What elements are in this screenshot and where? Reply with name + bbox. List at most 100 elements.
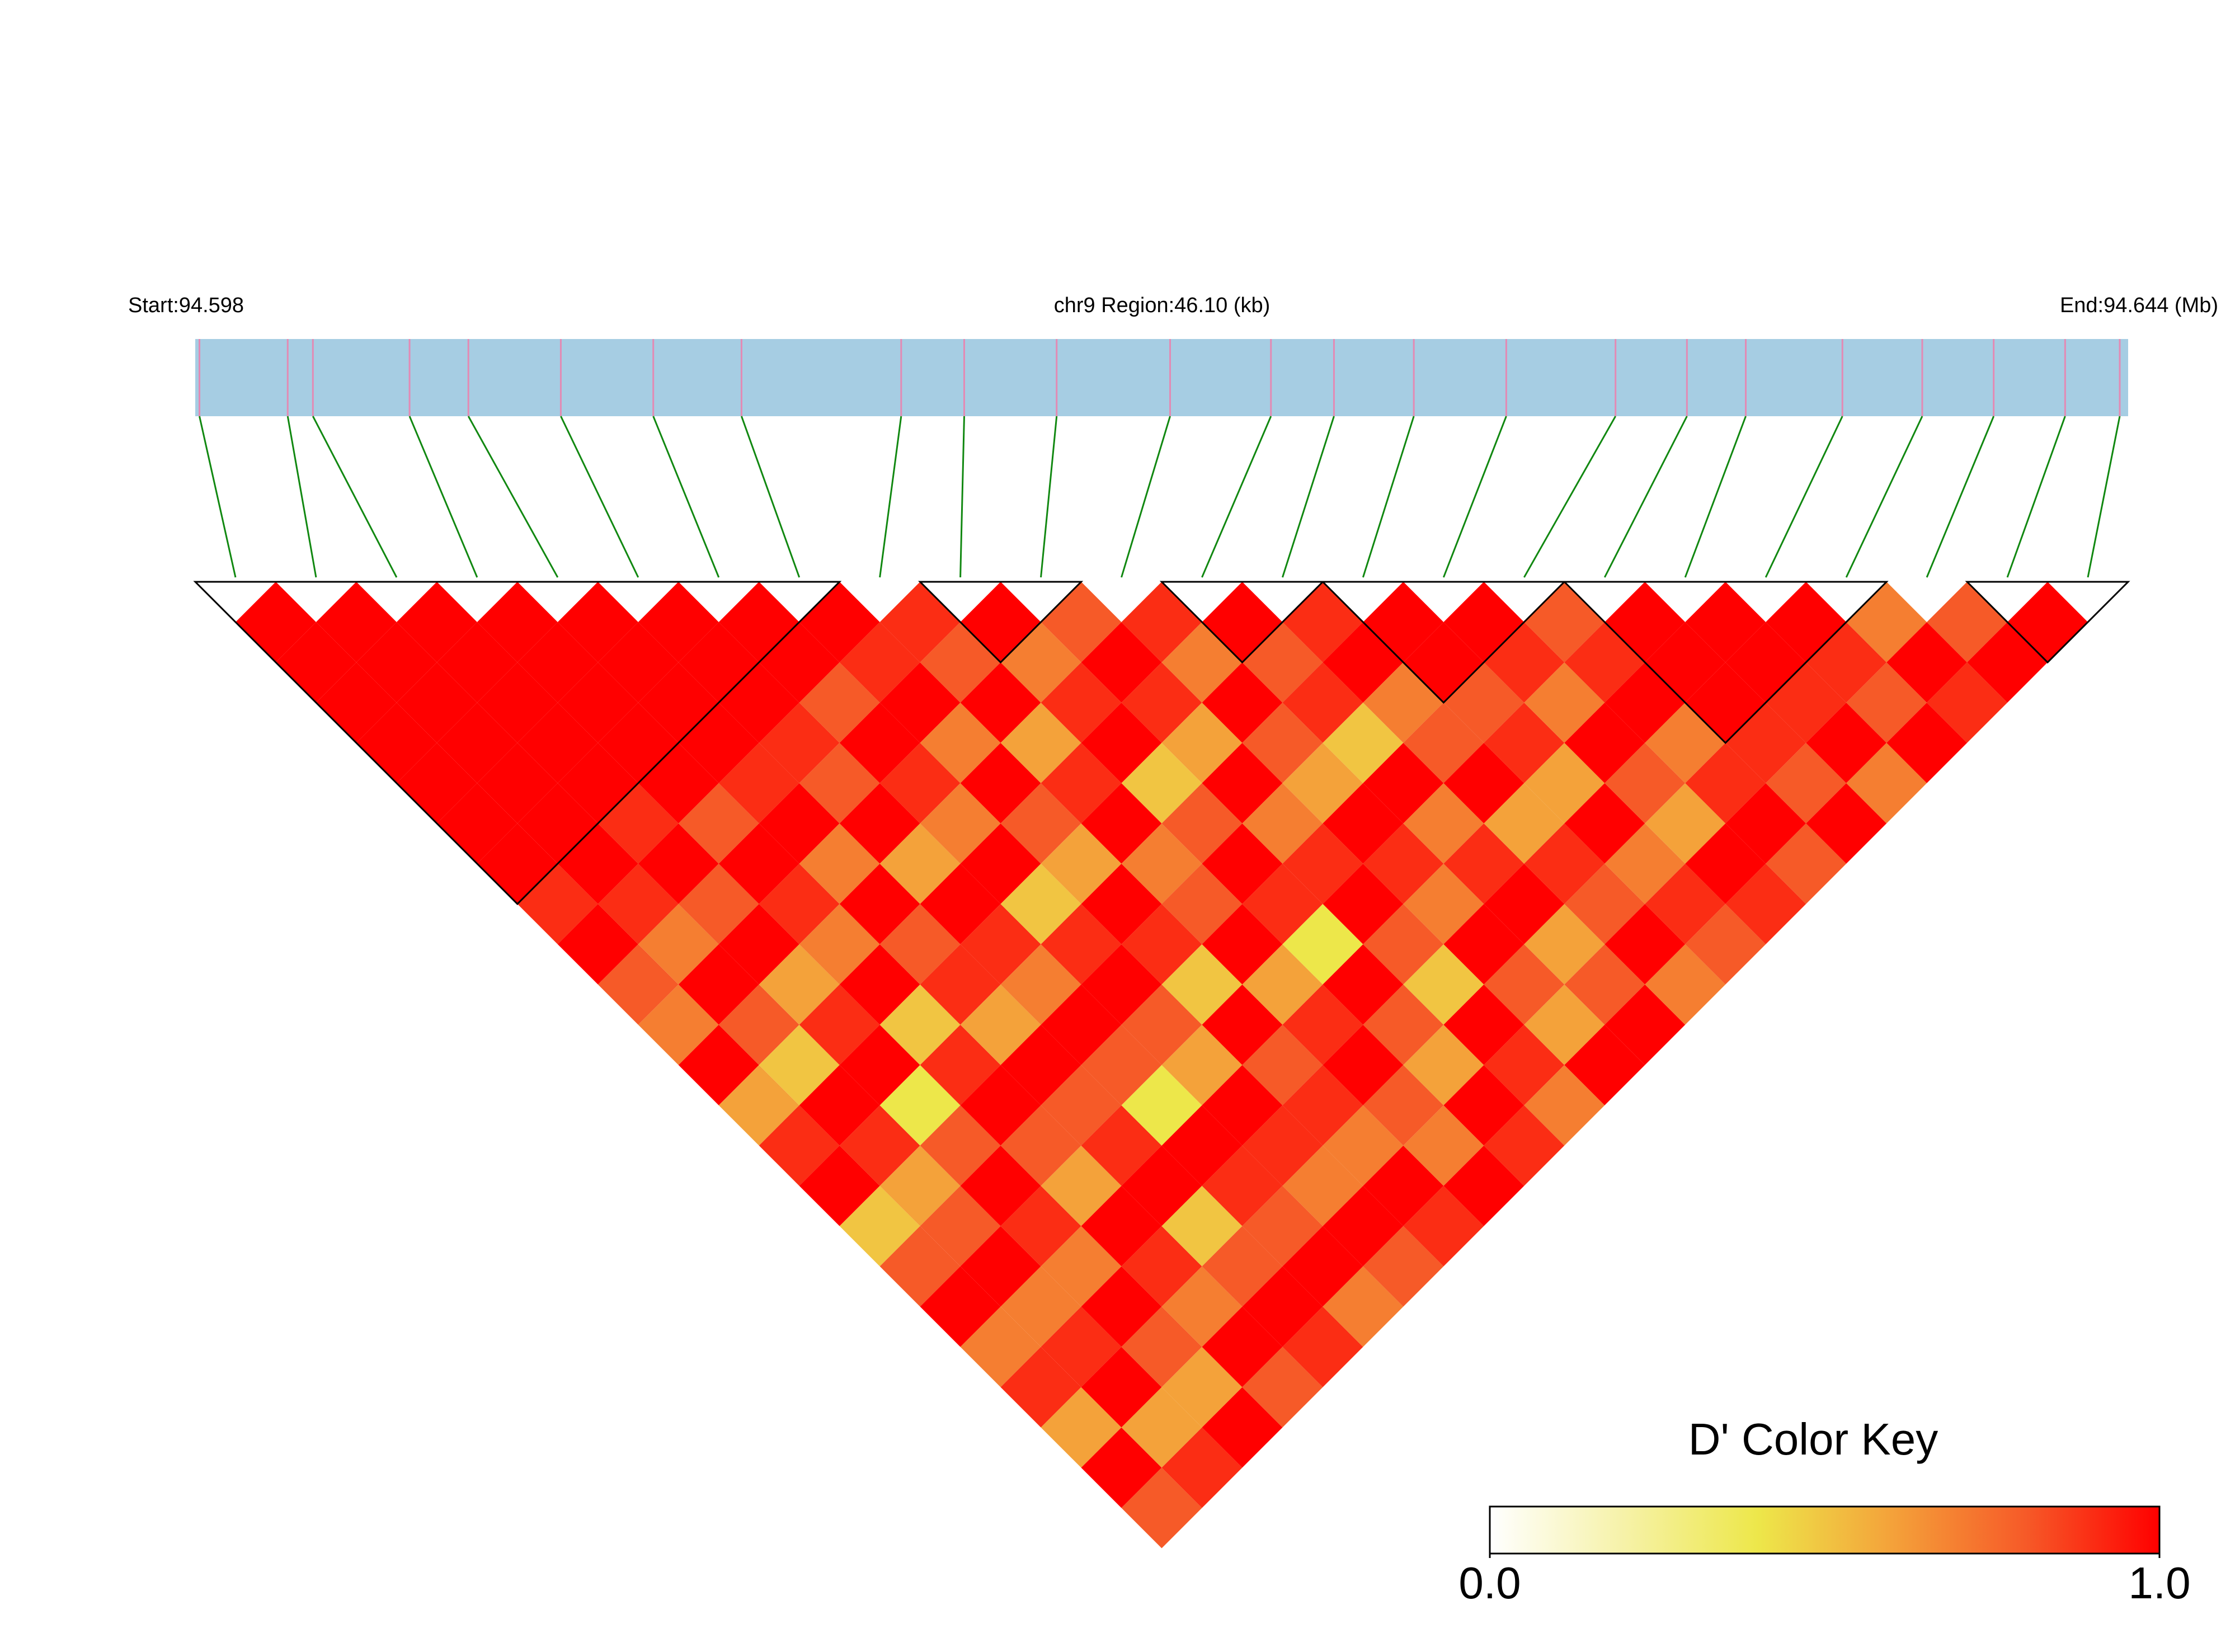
ld-cell bbox=[718, 823, 799, 904]
ld-cell bbox=[1564, 944, 1645, 1025]
ld-cell bbox=[1282, 662, 1363, 743]
region-bar bbox=[195, 339, 2128, 416]
ld-cell bbox=[1846, 742, 1927, 823]
ld-cell bbox=[1766, 662, 1847, 743]
ld-cell bbox=[1443, 582, 1524, 662]
ld-cell bbox=[1242, 863, 1323, 944]
ld-cell bbox=[477, 742, 558, 823]
ld-cell bbox=[1323, 1024, 1404, 1105]
ld-cell bbox=[1363, 1145, 1444, 1226]
ld-cell bbox=[1685, 582, 1766, 662]
ld-cell bbox=[1323, 1266, 1404, 1347]
ld-cell bbox=[356, 622, 437, 703]
snp-link bbox=[1765, 416, 1843, 578]
ld-cell bbox=[1000, 702, 1081, 783]
ld-cell bbox=[1202, 1065, 1283, 1146]
ld-cell bbox=[1081, 783, 1162, 864]
ld-cell bbox=[839, 863, 920, 944]
ld-cell bbox=[1363, 1226, 1444, 1307]
ld-cell bbox=[597, 622, 679, 703]
ld-cell bbox=[920, 783, 1001, 864]
ld-cell bbox=[879, 984, 961, 1065]
ld-cell bbox=[1000, 1347, 1081, 1428]
ld-cell bbox=[1564, 1024, 1645, 1105]
ld-cell bbox=[1121, 1467, 1202, 1549]
ld-cell bbox=[1202, 1306, 1283, 1387]
ld-cell bbox=[960, 823, 1041, 904]
ld-cell bbox=[879, 742, 961, 823]
ld-cell bbox=[1323, 622, 1404, 703]
snp-link bbox=[1523, 416, 1616, 578]
ld-cell bbox=[960, 742, 1041, 823]
ld-cell bbox=[718, 1065, 799, 1146]
ld-cell bbox=[1282, 1306, 1363, 1387]
chart-title: chr9 Region:46.10 (kb) bbox=[1054, 294, 1271, 317]
ld-cell bbox=[1363, 1065, 1444, 1146]
ld-cell bbox=[718, 984, 799, 1065]
ld-cell bbox=[1403, 783, 1484, 864]
ld-cell bbox=[1202, 1145, 1283, 1226]
snp-link bbox=[1040, 416, 1058, 578]
ld-block bbox=[1562, 581, 1889, 745]
ld-cell bbox=[1121, 823, 1202, 904]
ld-cell bbox=[1443, 823, 1524, 904]
ld-cell bbox=[1363, 823, 1444, 904]
snp-link bbox=[959, 416, 965, 578]
snp-link bbox=[1282, 416, 1335, 578]
ld-cell bbox=[597, 863, 679, 944]
ld-cell bbox=[1081, 1266, 1162, 1347]
ld-cell bbox=[678, 1024, 759, 1105]
ld-cell bbox=[1202, 823, 1283, 904]
ld-cell bbox=[1927, 662, 2008, 743]
ld-cell bbox=[396, 662, 477, 743]
ld-cell bbox=[1202, 903, 1283, 985]
ld-cell bbox=[1121, 1387, 1202, 1468]
ld-cell bbox=[799, 903, 880, 985]
ld-cell bbox=[638, 823, 719, 904]
ld-cell bbox=[1443, 742, 1524, 823]
ld-cell bbox=[960, 662, 1041, 743]
ld-cell bbox=[920, 1024, 1001, 1105]
key-title: D' Color Key bbox=[1688, 1414, 1938, 1464]
ld-cell bbox=[839, 783, 920, 864]
ld-cell bbox=[1605, 582, 1686, 662]
ld-cell bbox=[879, 1065, 961, 1146]
ld-cell bbox=[1081, 702, 1162, 783]
ld-cell bbox=[1323, 702, 1404, 783]
ld-cell bbox=[1121, 582, 1202, 662]
ld-block bbox=[193, 581, 842, 905]
ld-cell bbox=[517, 863, 598, 944]
ld-cell bbox=[1161, 1427, 1243, 1508]
ld-block bbox=[1965, 581, 2130, 664]
ld-cell bbox=[1927, 582, 2008, 662]
snp-link bbox=[2006, 416, 2066, 578]
ld-cell bbox=[1605, 903, 1686, 985]
ld-cell bbox=[718, 742, 799, 823]
ld-cell bbox=[557, 662, 638, 743]
ld-cell bbox=[1605, 984, 1686, 1065]
ld-cell bbox=[1685, 742, 1766, 823]
ld-cell bbox=[839, 702, 920, 783]
snp-link bbox=[199, 416, 237, 578]
snp-link bbox=[741, 416, 801, 578]
ld-cell bbox=[1121, 984, 1202, 1065]
ld-cell bbox=[638, 582, 719, 662]
ld-cell bbox=[960, 984, 1041, 1065]
ld-cell bbox=[1605, 662, 1686, 743]
ld-cell bbox=[1121, 662, 1202, 743]
ld-cell bbox=[759, 702, 840, 783]
ld-cell bbox=[1242, 702, 1323, 783]
ld-cell bbox=[718, 903, 799, 985]
ld-cell bbox=[799, 1145, 880, 1226]
ld-cell bbox=[1081, 622, 1162, 703]
ld-cell bbox=[1121, 742, 1202, 823]
color-key bbox=[1489, 1505, 2161, 1555]
ld-cell bbox=[759, 944, 840, 1025]
ld-cell bbox=[1121, 1065, 1202, 1146]
ld-cell bbox=[1363, 742, 1444, 823]
ld-cell bbox=[879, 823, 961, 904]
ld-cell bbox=[1121, 903, 1202, 985]
ld-cell bbox=[1605, 823, 1686, 904]
ld-cell bbox=[1886, 702, 1968, 783]
ld-cell bbox=[1443, 903, 1524, 985]
